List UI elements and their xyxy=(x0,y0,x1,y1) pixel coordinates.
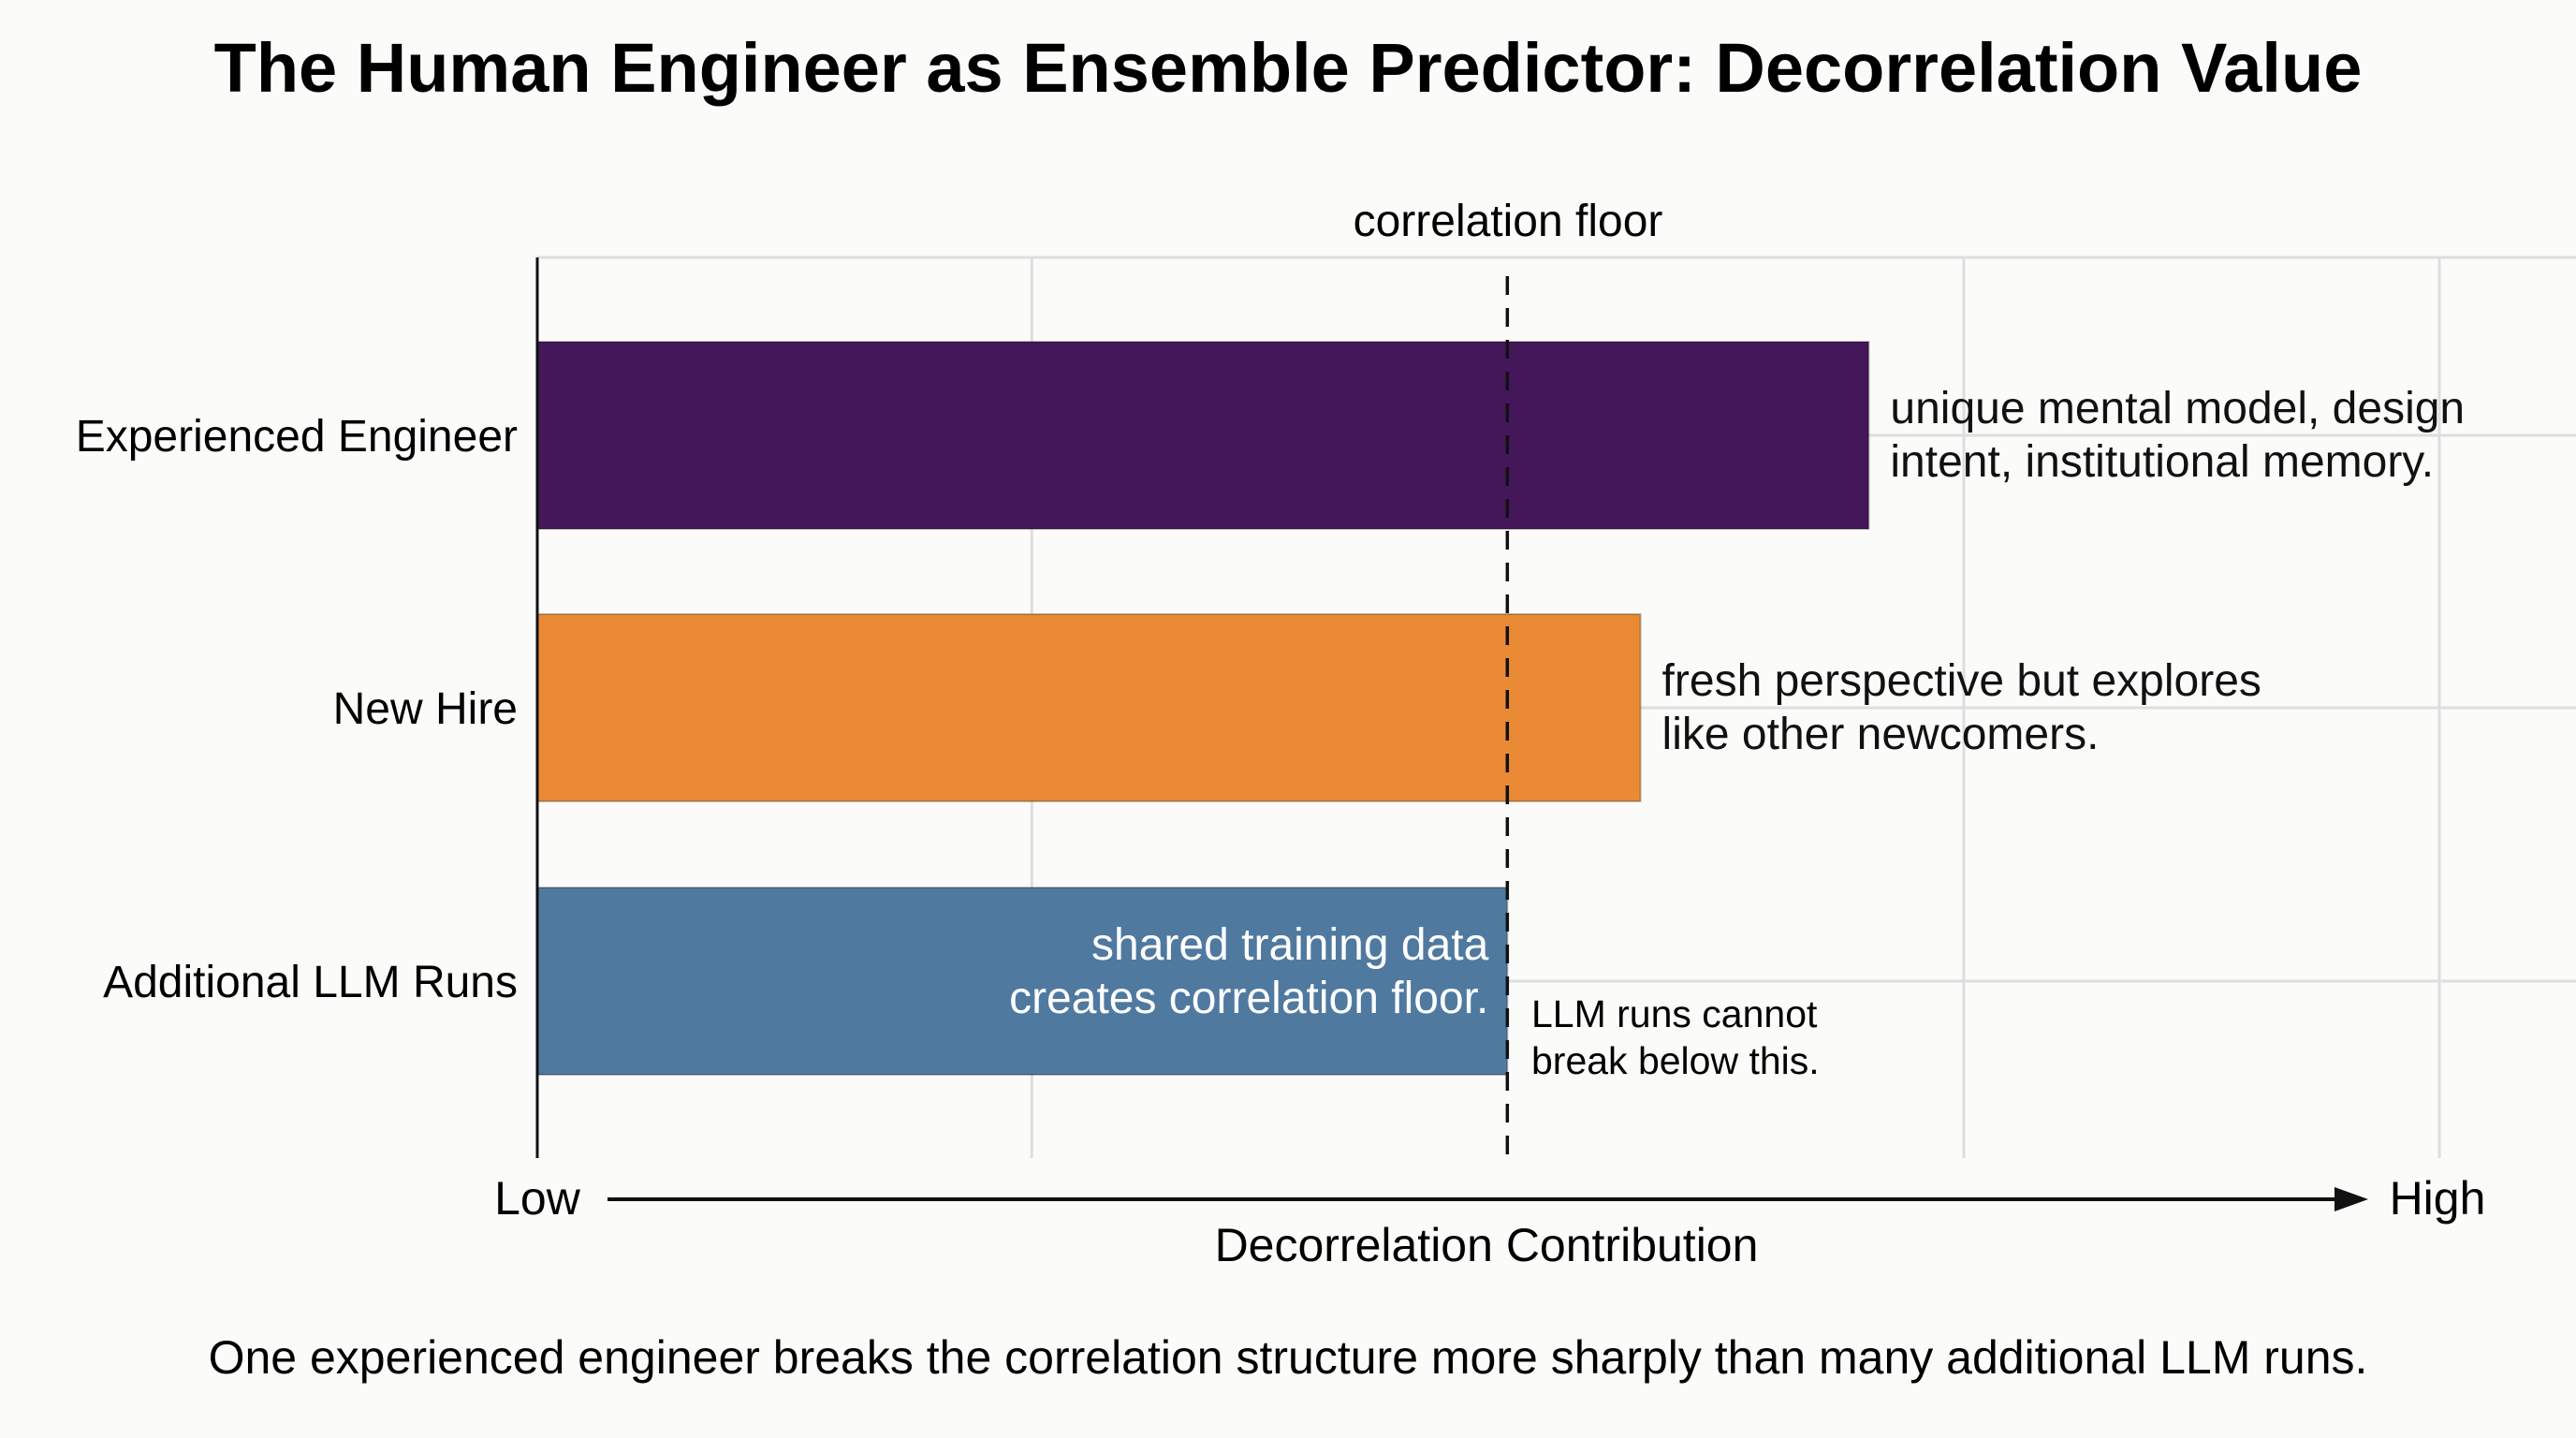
bar-annotation-line: fresh perspective but explores xyxy=(1662,656,2261,706)
ref-line-label: correlation floor xyxy=(1354,197,1663,246)
bar-new-hire xyxy=(536,613,1642,802)
bar-annotation-line: shared training data xyxy=(1091,920,1489,970)
ref-note-line-2: break below this. xyxy=(1531,1039,1820,1082)
bar-annotation-line: intent, institutional memory. xyxy=(1890,437,2434,487)
x-low-label: Low xyxy=(494,1172,581,1225)
chart-title: The Human Engineer as Ensemble Predictor… xyxy=(214,29,2363,107)
category-label: Experienced Engineer xyxy=(76,412,518,462)
category-label: Additional LLM Runs xyxy=(103,958,518,1007)
arrow-head-icon xyxy=(2334,1187,2368,1211)
ref-note-line-1: LLM runs cannot xyxy=(1531,992,1818,1035)
caption: One experienced engineer breaks the corr… xyxy=(209,1331,2368,1384)
bar-annotation-line: like other newcomers. xyxy=(1662,710,2100,759)
bar-additional-llm-runs xyxy=(536,887,1509,1076)
category-label: New Hire xyxy=(333,684,518,734)
x-high-label: High xyxy=(2390,1172,2486,1225)
bar-annotation-line: creates correlation floor. xyxy=(1009,974,1488,1023)
x-axis-label: Decorrelation Contribution xyxy=(1215,1219,1759,1271)
bar-annotation-line: unique mental model, design xyxy=(1890,384,2465,433)
bars: Experienced Engineer New Hire Additional L… xyxy=(76,341,1870,1076)
bar-experienced-engineer xyxy=(536,341,1870,530)
